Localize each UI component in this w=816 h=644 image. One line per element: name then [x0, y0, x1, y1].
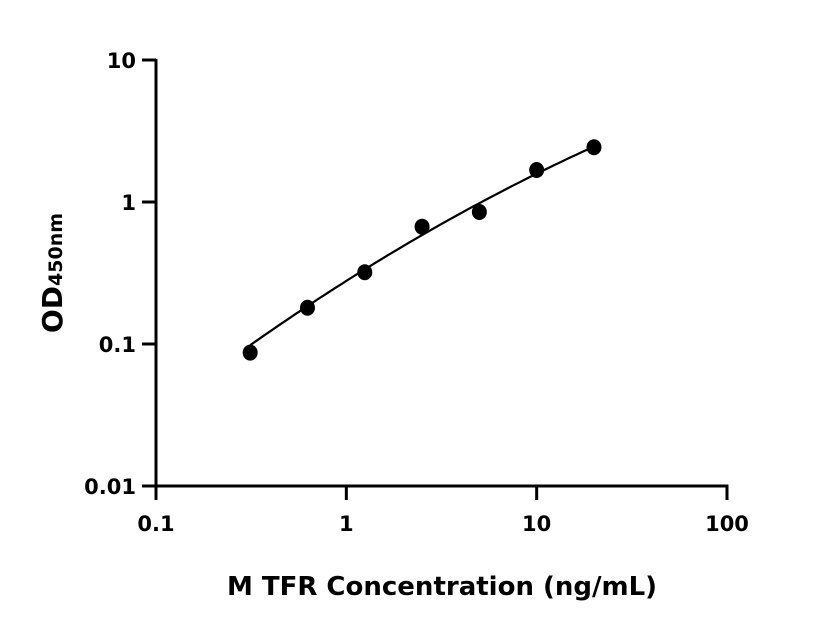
y-axis-label: OD450nm: [36, 213, 69, 333]
x-tick-label: 1: [339, 512, 354, 536]
x-tick-label: 10: [522, 512, 551, 536]
y-tick-label: 1: [121, 191, 136, 215]
data-point: [529, 162, 545, 179]
data-points: [242, 139, 602, 361]
y-tick-label: 10: [107, 49, 136, 73]
y-tick-label: 0.01: [84, 475, 136, 499]
axes: [142, 58, 729, 500]
data-point: [471, 204, 487, 221]
data-point: [414, 218, 430, 235]
y-tick-label: 0.1: [99, 333, 136, 357]
y-axis-label-subscript: 450nm: [45, 213, 67, 286]
x-tick-label: 0.1: [137, 512, 174, 536]
data-point: [299, 299, 315, 316]
data-point: [357, 264, 373, 281]
data-point: [242, 344, 258, 361]
fit-curve: [249, 145, 595, 347]
x-tick-label: 100: [705, 512, 749, 536]
x-axis-label: M TFR Concentration (ng/mL): [227, 572, 657, 602]
y-axis-label-main: OD: [36, 286, 69, 333]
data-point: [586, 139, 602, 156]
